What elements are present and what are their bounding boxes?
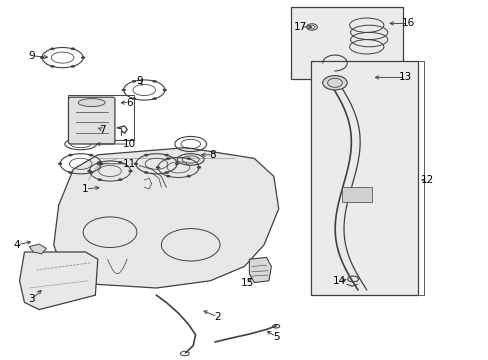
Ellipse shape [322,76,346,90]
Ellipse shape [50,65,54,67]
Ellipse shape [134,163,138,165]
Text: 4: 4 [14,240,20,250]
Ellipse shape [166,175,170,177]
Ellipse shape [152,98,156,100]
Ellipse shape [175,163,179,165]
Ellipse shape [122,89,125,91]
Ellipse shape [89,154,93,156]
Text: 3: 3 [28,294,35,304]
Ellipse shape [68,154,72,156]
Ellipse shape [128,170,132,172]
Ellipse shape [186,175,190,177]
Ellipse shape [81,57,85,59]
Ellipse shape [68,171,72,174]
Text: 12: 12 [420,175,434,185]
Ellipse shape [118,161,122,163]
Bar [290,7,403,79]
Ellipse shape [144,171,148,174]
Ellipse shape [156,166,160,168]
Text: 8: 8 [209,150,216,160]
Polygon shape [29,244,46,254]
Ellipse shape [144,154,148,156]
Text: 15: 15 [240,278,253,288]
Ellipse shape [152,80,156,82]
Polygon shape [54,148,278,288]
Ellipse shape [58,163,62,165]
Text: 1: 1 [82,184,89,194]
Text: 14: 14 [332,276,346,286]
Ellipse shape [197,166,201,168]
Ellipse shape [164,171,168,174]
Ellipse shape [78,99,105,107]
Text: 13: 13 [398,72,412,82]
Text: 5: 5 [272,332,279,342]
Ellipse shape [118,179,122,181]
Ellipse shape [166,158,170,160]
Text: 7: 7 [99,125,106,135]
Text: 9: 9 [136,76,142,86]
Polygon shape [249,257,271,283]
Text: 16: 16 [401,18,414,28]
Text: 6: 6 [126,98,133,108]
Text: 17: 17 [293,22,307,32]
Text: 10: 10 [123,139,136,149]
Polygon shape [342,187,371,202]
Text: 11: 11 [122,159,136,169]
Text: 9: 9 [28,51,35,61]
Ellipse shape [71,65,75,67]
FancyBboxPatch shape [68,97,115,144]
Ellipse shape [89,171,93,174]
Polygon shape [20,252,98,310]
Ellipse shape [164,154,168,156]
Bar [310,61,417,295]
Ellipse shape [40,57,44,59]
Bar [68,95,134,140]
Ellipse shape [98,179,102,181]
Ellipse shape [186,158,190,160]
Ellipse shape [87,170,91,172]
Ellipse shape [50,48,54,50]
Ellipse shape [132,80,136,82]
Text: 2: 2 [214,312,221,322]
Ellipse shape [99,163,103,165]
Ellipse shape [98,161,102,163]
Ellipse shape [163,89,166,91]
Ellipse shape [132,98,136,100]
Ellipse shape [71,48,75,50]
